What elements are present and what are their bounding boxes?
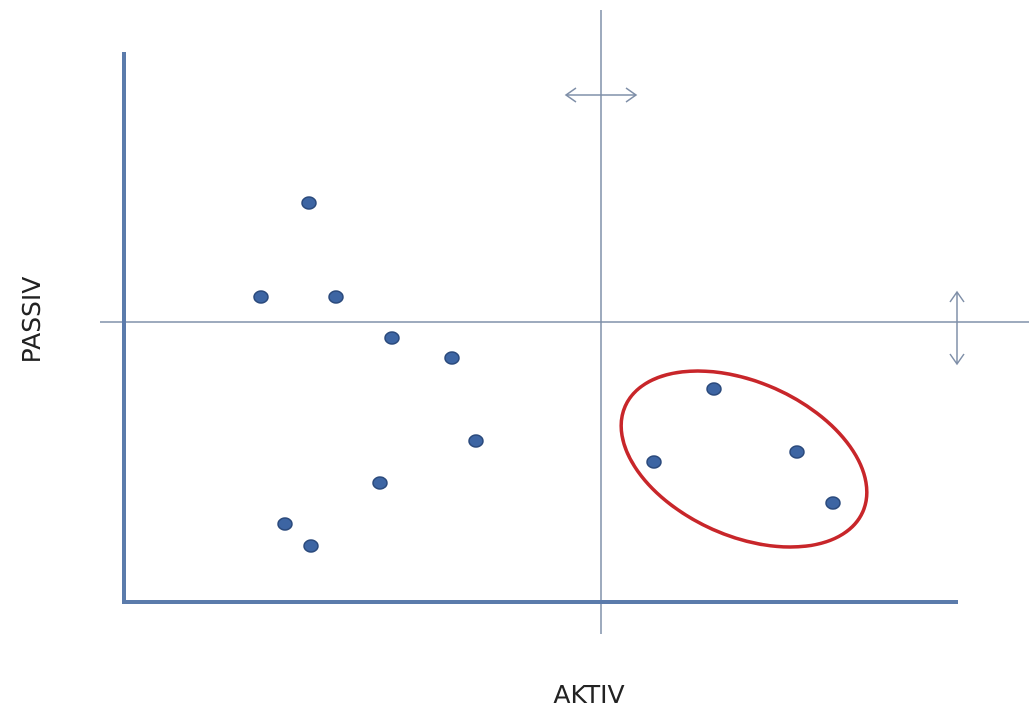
point bbox=[328, 290, 344, 304]
point bbox=[301, 196, 317, 210]
highlight-ellipse bbox=[619, 369, 869, 549]
vertical-arrow bbox=[949, 290, 965, 366]
point bbox=[444, 351, 460, 365]
point bbox=[789, 445, 805, 459]
point bbox=[372, 476, 388, 490]
point bbox=[468, 434, 484, 448]
point bbox=[646, 455, 662, 469]
point bbox=[706, 382, 722, 396]
point bbox=[253, 290, 269, 304]
points bbox=[253, 196, 841, 553]
point bbox=[303, 539, 319, 553]
horizontal-arrow bbox=[564, 87, 638, 103]
point bbox=[277, 517, 293, 531]
y-axis-label: PASSIV bbox=[17, 277, 46, 364]
point bbox=[825, 496, 841, 510]
x-axis-label: AKTIV bbox=[553, 680, 624, 705]
point bbox=[384, 331, 400, 345]
